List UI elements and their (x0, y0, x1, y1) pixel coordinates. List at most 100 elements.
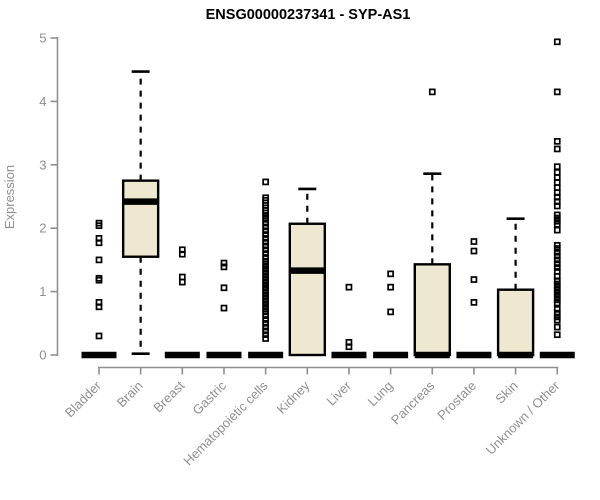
box-group-breast (164, 246, 200, 359)
outlier-point (262, 238, 269, 246)
box-rect (121, 179, 160, 258)
outlier-point (262, 323, 269, 331)
box-rect (288, 222, 326, 357)
outlier-point (428, 88, 436, 96)
box-group-liver (331, 283, 367, 359)
x-tick-label: Prostate (434, 378, 479, 423)
y-axis-title: Expression (2, 165, 17, 229)
outlier-point (553, 323, 561, 331)
outlier-point (553, 256, 561, 264)
x-tick-label: Kidney (274, 378, 313, 417)
y-tick-label: 3 (39, 157, 46, 172)
outlier-point (553, 248, 561, 256)
outlier-point (553, 299, 561, 307)
outlier-point (553, 316, 561, 324)
outlier-point (470, 247, 478, 255)
x-tick-label: Liver (324, 378, 355, 409)
outlier-point (262, 312, 269, 320)
outlier-point (178, 250, 186, 258)
outlier-point (262, 335, 269, 342)
x-tick-label: Breast (150, 378, 187, 415)
x-tick-label: Unknown / Other (483, 378, 563, 458)
outlier-point (387, 270, 394, 278)
outlier-point (387, 308, 394, 316)
outlier-point (553, 309, 561, 317)
outlier-point (95, 332, 103, 340)
y-tick-label: 5 (39, 31, 46, 46)
box-group-gastric (206, 259, 242, 359)
y-tick-label: 4 (39, 94, 46, 109)
x-tick-label: Gastric (189, 378, 229, 418)
outlier-point (262, 316, 269, 323)
outlier-point (553, 260, 561, 268)
y-tick-label: 0 (39, 348, 46, 363)
outlier-point (262, 227, 269, 235)
box-group-kidney (288, 187, 326, 357)
x-tick-label: Bladder (62, 378, 105, 421)
outlier-point (553, 245, 561, 252)
outlier-point (553, 252, 561, 260)
outlier-point (262, 308, 269, 316)
outlier-point (220, 259, 228, 267)
outlier-point (262, 254, 269, 261)
outlier-point (470, 299, 478, 306)
outlier-point (470, 238, 478, 245)
x-tick-label: Pancreas (388, 378, 438, 428)
outlier-point (95, 239, 103, 247)
box-rect (413, 263, 451, 357)
outlier-point (470, 276, 478, 283)
box-rect (496, 288, 535, 357)
x-tick-label: Lung (365, 378, 396, 409)
outlier-point (345, 343, 353, 351)
box-group-pancreas (413, 88, 451, 359)
box-series (81, 38, 575, 359)
outlier-point (95, 276, 103, 284)
outlier-point (262, 178, 269, 186)
outlier-point (387, 283, 394, 291)
outlier-point (553, 88, 561, 96)
outlier-point (553, 137, 561, 145)
box-group-bladder (81, 219, 117, 359)
outlier-point (553, 38, 561, 46)
outlier-point (262, 231, 269, 238)
outlier-point (262, 319, 269, 327)
outlier-point (262, 331, 269, 339)
chart-title: ENSG00000237341 - SYP-AS1 (206, 7, 411, 23)
outlier-point (553, 306, 561, 313)
axes: 0 1 2 3 4 5 (39, 31, 559, 375)
outlier-point (262, 242, 269, 250)
outlier-point (553, 226, 561, 234)
outlier-point (262, 223, 269, 231)
box-group-brain (121, 70, 160, 356)
y-tick-label: 1 (39, 284, 46, 299)
box-group-lung (373, 270, 409, 359)
outlier-point (262, 215, 269, 223)
outlier-point (220, 304, 228, 312)
outlier-point (220, 263, 228, 271)
outlier-point (220, 284, 228, 292)
outlier-point (553, 264, 561, 271)
outlier-point (553, 163, 561, 171)
outlier-point (262, 250, 269, 257)
x-tick-label: Skin (492, 378, 520, 406)
box-group-unknown-other (539, 38, 575, 359)
outlier-point (95, 222, 103, 230)
outlier-point (553, 331, 561, 339)
box-group-hematopoietic-cells (248, 178, 284, 359)
outlier-point (553, 202, 561, 210)
outlier-point (95, 256, 103, 264)
outlier-point (553, 145, 561, 153)
box-group-prostate (456, 238, 492, 359)
x-tick-label: Brain (114, 378, 146, 410)
outlier-point (178, 278, 186, 286)
outlier-point (95, 303, 103, 311)
outlier-point (262, 219, 269, 227)
y-tick-label: 2 (39, 221, 46, 236)
outlier-point (262, 327, 269, 335)
outlier-point (262, 234, 269, 242)
outlier-point (345, 283, 353, 291)
outlier-point (262, 246, 269, 254)
